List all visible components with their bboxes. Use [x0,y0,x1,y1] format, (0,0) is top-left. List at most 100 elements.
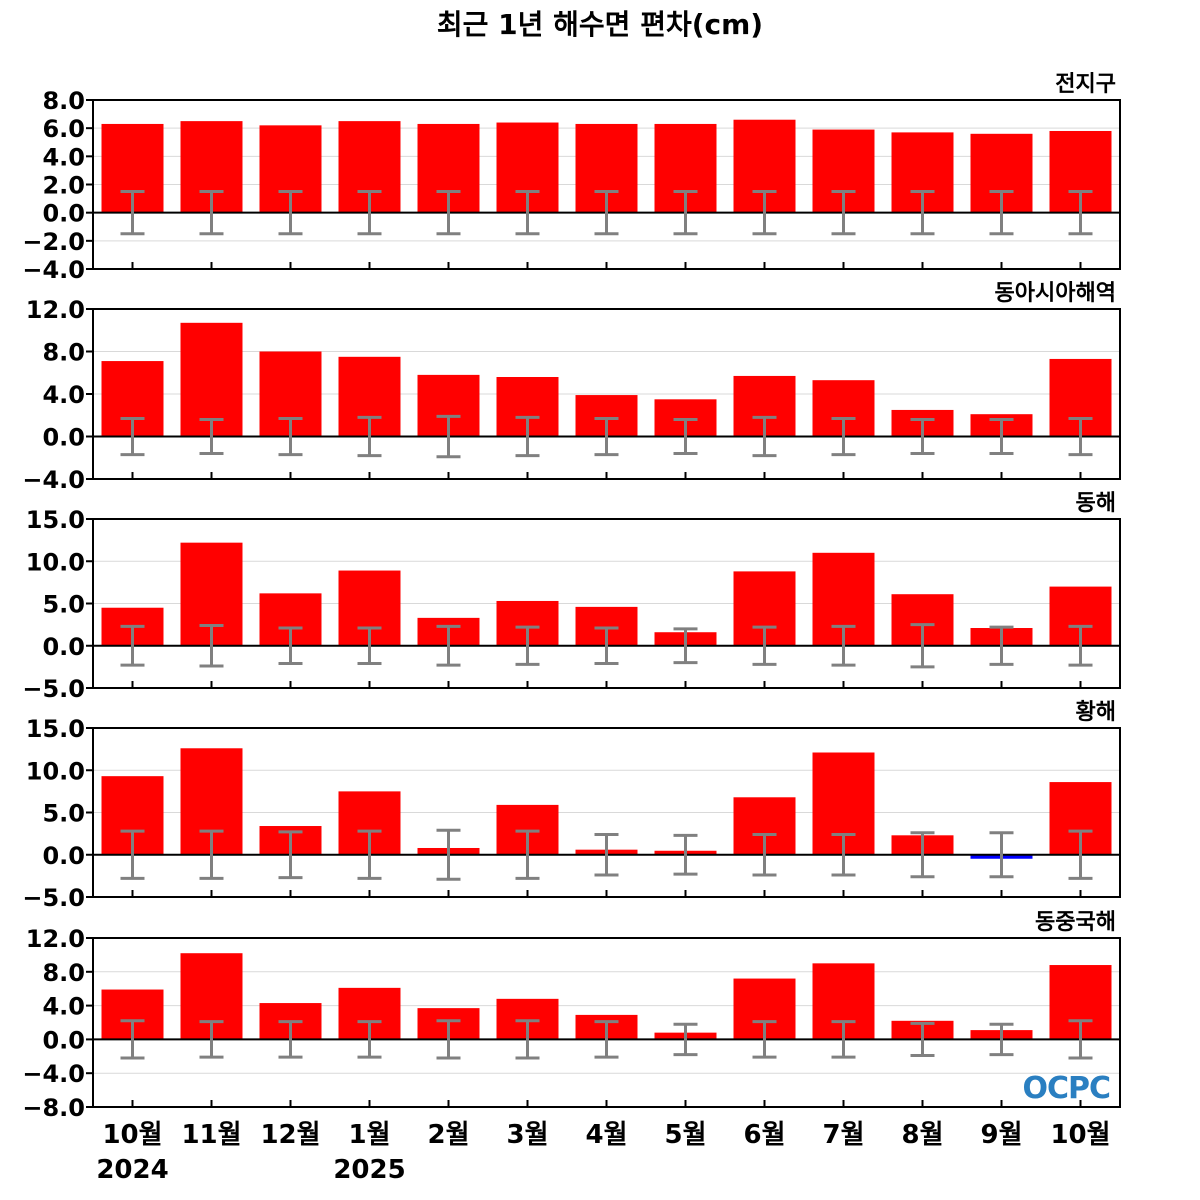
errorbar-3-7 [673,833,698,876]
ytick-label-2: 4.0 [42,381,85,409]
ytick-label-4: −4.0 [22,466,85,494]
panel-2: 15.0 10.0 5.0 0.0 −5.0 동해 [22,491,1121,703]
ytick-label-6: −4.0 [22,256,85,284]
ytick-label-5: −2.0 [22,228,85,256]
errorbar-3-3 [357,829,382,880]
errorbar-4-8 [752,1020,777,1059]
errorbar-2-6 [594,626,619,665]
errorbar-4-10 [910,1021,935,1057]
errorbar-0-8 [752,190,777,236]
panels: 8.06.04.02.00.0−2.0−4.0전지구12.08.04.00.0−… [22,72,1121,1122]
ytick-label-2: 5.0 [42,800,85,828]
errorbar-4-5 [515,1019,540,1060]
errorbar-3-11 [989,831,1014,879]
errorbar-0-6 [594,190,619,236]
errorbar-2-3 [357,626,382,665]
xtick-label-10: 8월 [901,1120,943,1150]
errorbar-3-5 [515,829,540,880]
errorbar-3-12 [1068,829,1093,880]
ytick-label-1: 8.0 [42,959,85,987]
errorbar-0-7 [673,190,698,236]
ytick-label-0: 15.0 [26,506,85,534]
errorbar-3-9 [831,832,856,877]
errorbar-0-4 [436,190,461,236]
errorbar-0-12 [1068,190,1093,236]
errorbar-0-5 [515,190,540,236]
errorbar-1-6 [594,416,619,457]
errorbar-2-10 [910,623,935,669]
panel-0: 8.06.04.02.00.0−2.0−4.0 전지구 [22,72,1121,284]
errorbar-4-4 [436,1019,461,1060]
errorbar-2-9 [831,624,856,667]
errorbar-0-9 [831,190,856,236]
errorbar-4-9 [831,1020,856,1059]
xtick-label-3: 1월 [348,1120,390,1150]
xtick-label-7: 5월 [664,1120,706,1150]
errorbar-0-1 [199,190,224,236]
xtick-label-1: 11월 [181,1120,241,1150]
xtick-label-0: 10월 [102,1120,162,1150]
errorbar-2-2 [278,626,303,665]
xtick-label-5: 3월 [506,1120,548,1150]
errorbar-3-8 [752,832,777,877]
panel-title-3: 황해 [1076,700,1116,725]
errorbar-2-4 [436,624,461,667]
panel-title-2: 동해 [1076,491,1116,516]
errorbar-0-3 [357,190,382,236]
ytick-label-3: 0.0 [42,633,85,661]
errorbar-1-7 [673,418,698,455]
errorbar-4-11 [989,1022,1014,1057]
panel-title-1: 동아시아해역 [995,281,1116,306]
ytick-label-4: −4.0 [22,1060,85,1088]
errorbar-2-11 [989,625,1014,666]
panel-3: 15.0 10.0 5.0 0.0 −5.0 황해 [22,700,1121,912]
xtick-label-8: 6월 [743,1120,785,1150]
bar-1-1 [180,322,243,437]
errorbar-1-11 [989,418,1014,455]
chart-title: 최근 1년 해수면 편차(cm) [437,8,763,41]
errorbar-1-2 [278,416,303,457]
errorbar-2-1 [199,623,224,668]
errorbar-4-3 [357,1020,382,1059]
year-label-1: 2025 [333,1155,405,1185]
errorbar-2-5 [515,625,540,666]
errorbar-1-1 [199,418,224,455]
errorbar-1-12 [1068,416,1093,457]
errorbar-2-0 [120,624,145,667]
ytick-label-3: 0.0 [42,1026,85,1054]
ytick-label-3: 0.0 [42,424,85,452]
errorbar-0-0 [120,190,145,236]
ytick-label-4: 0.0 [42,200,85,228]
errorbar-4-12 [1068,1019,1093,1060]
xtick-label-2: 12월 [260,1120,320,1150]
panel-4: 12.0 8.0 4.0 0.0 −4.0 −8.0 동중국해 [22,910,1121,1122]
ytick-label-3: 0.0 [42,842,85,870]
errorbar-1-5 [515,415,540,458]
errorbar-4-2 [278,1020,303,1059]
errorbar-1-9 [831,416,856,457]
xtick-label-11: 9월 [980,1120,1022,1150]
errorbar-4-1 [199,1020,224,1059]
ytick-label-0: 15.0 [26,715,85,743]
ytick-label-2: 5.0 [42,591,85,619]
errorbar-2-12 [1068,624,1093,667]
errorbar-0-2 [278,190,303,236]
ytick-label-1: 10.0 [26,757,85,785]
errorbar-3-1 [199,829,224,880]
errorbar-3-10 [910,831,935,879]
x-axis: 10월 11월 12월 1월 2월 3월 4월 5월 6월 7월 8월 9월 10월 2024 2025 [96,1120,1110,1185]
errorbar-1-3 [357,415,382,458]
errorbar-2-8 [752,625,777,666]
errorbar-1-10 [910,418,935,455]
xtick-label-12: 10월 [1050,1120,1110,1150]
panel-title-0: 전지구 [1055,72,1116,97]
errorbar-2-7 [673,627,698,665]
errorbar-0-11 [989,190,1014,236]
ytick-label-0: 12.0 [26,925,85,953]
errorbar-4-0 [120,1019,145,1060]
errorbar-1-8 [752,415,777,458]
ytick-label-4: −5.0 [22,675,85,703]
errorbar-0-10 [910,190,935,236]
panel-title-4: 동중국해 [1035,910,1116,935]
